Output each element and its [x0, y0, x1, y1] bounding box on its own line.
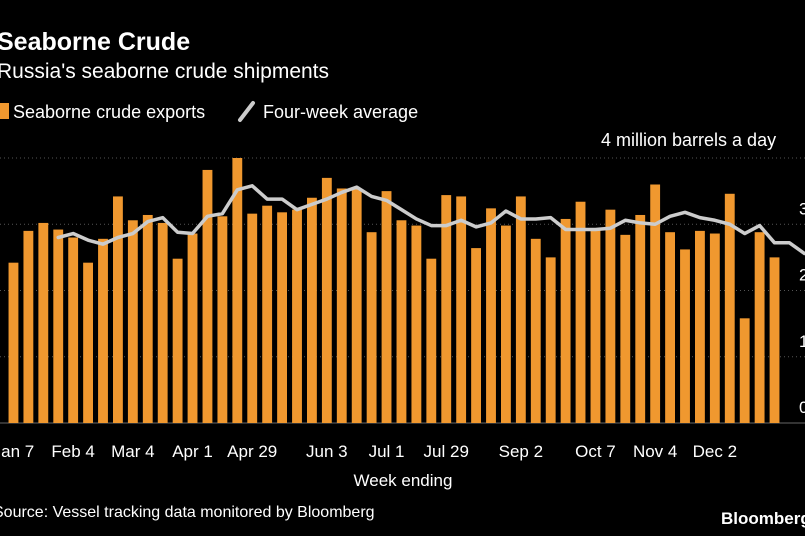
chart-title: Seaborne Crude	[0, 28, 190, 56]
x-tick-label: Jul 1	[369, 442, 405, 461]
bar	[247, 213, 258, 423]
bar	[575, 201, 586, 423]
bar	[560, 218, 571, 423]
legend-line-swatch	[238, 101, 255, 122]
bar	[680, 249, 690, 423]
bar	[68, 237, 79, 423]
bar	[307, 197, 317, 423]
x-tick-label: Jun 3	[306, 442, 348, 461]
y-axis: 0 1 2 3	[799, 199, 805, 417]
bar	[321, 177, 332, 424]
bar	[605, 209, 616, 423]
x-tick-label: Jul 29	[424, 442, 469, 461]
bar	[545, 257, 556, 424]
bar	[351, 188, 362, 423]
bar	[501, 225, 511, 423]
bar	[739, 318, 750, 423]
bar	[471, 248, 481, 423]
brand-logo: Bloomberg	[721, 509, 805, 528]
bar	[456, 196, 467, 423]
bar	[83, 262, 93, 423]
bar	[277, 212, 287, 423]
unit-label: 4 million barrels a day	[601, 130, 776, 150]
bar	[217, 216, 228, 423]
bar	[142, 214, 153, 423]
bar	[650, 184, 661, 423]
bar	[38, 222, 49, 423]
bars	[8, 158, 780, 424]
x-tick-label: Apr 29	[227, 442, 277, 461]
bar	[441, 195, 452, 423]
bar	[530, 238, 541, 423]
bar	[590, 229, 601, 423]
y-tick-label: 0	[799, 398, 805, 417]
y-tick-label: 2	[799, 266, 805, 285]
bar	[23, 230, 34, 424]
x-tick-label: Nov 4	[633, 442, 677, 461]
x-tick-label: Jan 7	[0, 442, 34, 461]
bar	[620, 234, 631, 423]
x-tick-label: Feb 4	[51, 442, 94, 461]
bar	[187, 233, 198, 423]
y-tick-label: 3	[799, 199, 805, 218]
x-axis: Jan 7 Feb 4 Mar 4 Apr 1 Apr 29 Jun 3 Jul 1 Jul …	[0, 442, 737, 461]
legend-bar-label: Seaborne crude exports	[13, 102, 205, 122]
bar	[336, 188, 347, 423]
bar	[754, 232, 765, 423]
bar	[769, 257, 780, 424]
bar	[202, 169, 213, 423]
bar	[8, 262, 19, 423]
chart-subtitle: Russia's seaborne crude shipments	[0, 60, 329, 83]
bar	[724, 193, 735, 423]
bar	[695, 230, 705, 424]
bar	[486, 208, 496, 423]
bar	[127, 220, 138, 423]
x-axis-title: Week ending	[354, 471, 453, 490]
y-tick-label: 1	[799, 332, 805, 351]
bar	[292, 209, 302, 423]
bar	[262, 205, 273, 423]
bar	[157, 222, 168, 423]
legend-line-label: Four-week average	[263, 102, 418, 122]
bar	[411, 225, 422, 423]
x-tick-label: Dec 2	[693, 442, 737, 461]
bar	[172, 258, 183, 423]
legend: Seaborne crude exports Four-week average	[0, 101, 418, 122]
bar	[665, 232, 675, 423]
x-tick-label: Sep 2	[499, 442, 543, 461]
bar	[709, 233, 720, 423]
bar	[635, 214, 646, 423]
bar	[366, 232, 377, 423]
bar	[113, 196, 123, 423]
average-series-line	[56, 184, 805, 256]
x-tick-label: Mar 4	[111, 442, 154, 461]
bar	[515, 196, 526, 423]
bar	[426, 258, 437, 423]
x-tick-label: Apr 1	[172, 442, 213, 461]
bar	[98, 238, 108, 423]
average-line	[56, 184, 805, 256]
source-note: Source: Vessel tracking data monitored b…	[0, 504, 375, 521]
bar	[396, 220, 407, 423]
bar	[232, 158, 243, 423]
bar	[53, 229, 64, 423]
x-tick-label: Oct 7	[575, 442, 616, 461]
legend-bar-swatch	[0, 103, 9, 119]
bar	[381, 191, 392, 424]
